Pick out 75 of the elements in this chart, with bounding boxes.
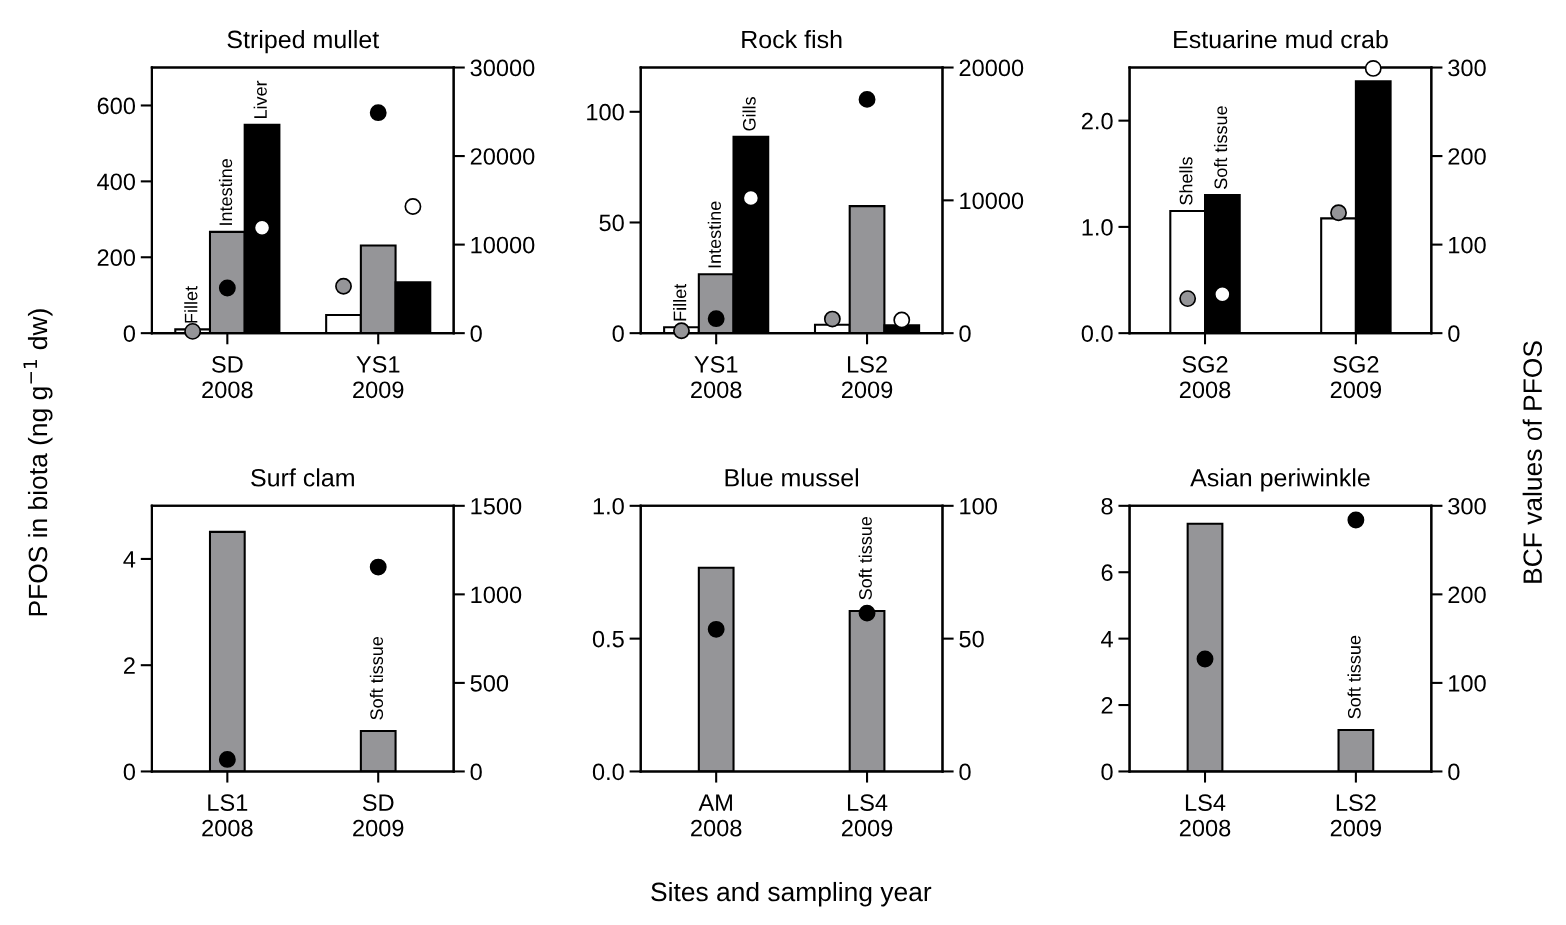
chart-title: Surf clam bbox=[251, 468, 354, 487]
y-tick-label: 1.0 bbox=[593, 497, 624, 515]
x-tick-label: LS2 2009 bbox=[841, 356, 893, 399]
y2-tick-label: 20000 bbox=[470, 148, 535, 165]
y-tick-label: 0.5 bbox=[592, 630, 624, 648]
y-tick-label: 2 bbox=[123, 657, 135, 674]
y-tick-label: 600 bbox=[97, 97, 136, 115]
x-tick-label: SD 2009 bbox=[353, 794, 404, 837]
y-tick-label: 0 bbox=[1101, 763, 1113, 781]
chart-title: Striped mullet bbox=[227, 29, 380, 54]
y-tick-label: 0 bbox=[123, 325, 136, 342]
y2-tick-label: 300 bbox=[1448, 59, 1486, 77]
chart-title: Asian periwinkle bbox=[1190, 468, 1370, 492]
y2-tick-label: 10000 bbox=[960, 192, 1024, 210]
annotation: Soft tissue bbox=[369, 636, 384, 720]
x-tick-label: SD 2008 bbox=[202, 356, 253, 399]
y2-tick-label: 1000 bbox=[471, 586, 522, 604]
y2-tick-label: 200 bbox=[1448, 148, 1486, 165]
x-tick-label: YS1 2009 bbox=[353, 356, 404, 399]
text: Intestine bbox=[218, 159, 233, 225]
y-tick-label: 100 bbox=[587, 103, 624, 121]
x-tick-label: YS1 2008 bbox=[691, 356, 742, 399]
y2-tick-label: 100 bbox=[960, 497, 997, 515]
x-tick-label: LS2 2009 bbox=[1330, 794, 1382, 837]
y2-tick-label: 100 bbox=[1449, 236, 1486, 254]
y2-tick-label: 200 bbox=[1448, 586, 1486, 604]
x-axis-title: Sites and sampling year bbox=[651, 881, 932, 907]
y-tick-label: 6 bbox=[1101, 564, 1113, 582]
y2-tick-label: 20000 bbox=[959, 59, 1024, 77]
text: Shells bbox=[1179, 157, 1193, 205]
y-tick-label: 50 bbox=[599, 214, 624, 232]
y-tick-label: 0 bbox=[612, 325, 624, 342]
chart-title: Rock fish bbox=[742, 29, 842, 49]
text: Soft tissue bbox=[1213, 106, 1228, 189]
y-tick-label: 0 bbox=[123, 763, 136, 781]
x-tick-label: SG2 2008 bbox=[1179, 356, 1231, 399]
y-tick-label: 2.0 bbox=[1081, 112, 1113, 130]
y2-tick-label: 30000 bbox=[470, 59, 535, 77]
y-tick-label: 0.0 bbox=[1081, 325, 1113, 342]
x-tick-label: SG2 2009 bbox=[1330, 356, 1382, 399]
y2-tick-label: 50 bbox=[959, 630, 984, 648]
y2-tick-label: 0 bbox=[959, 763, 971, 781]
y-tick-label: 0.0 bbox=[592, 763, 624, 781]
y-tick-label: 8 bbox=[1101, 497, 1113, 515]
annotation: Soft tissue bbox=[858, 516, 872, 600]
text: Intestine bbox=[707, 201, 722, 268]
y-tick-label: 1.0 bbox=[1082, 218, 1113, 236]
annotation: Soft tissue bbox=[1347, 635, 1361, 719]
text: Gills bbox=[742, 97, 756, 131]
y2-tick-label: 500 bbox=[470, 674, 509, 692]
x-tick-label: LS4 2008 bbox=[1179, 794, 1231, 837]
y2-tick-label: 0 bbox=[959, 325, 971, 342]
y2-tick-label: 100 bbox=[1449, 674, 1486, 692]
x-tick-label: LS1 2008 bbox=[202, 794, 253, 837]
y-tick-label: 2 bbox=[1101, 697, 1113, 714]
y2-axis-title: BCF values of PFOS bbox=[1522, 341, 1542, 583]
chart-title: Estuarine mud crab bbox=[1174, 29, 1388, 49]
text: Fillet bbox=[184, 286, 198, 323]
chart-title: Blue mussel bbox=[725, 468, 859, 487]
y2-tick-label: 0 bbox=[470, 763, 482, 781]
y-axis-title: PFOS in biota (ng g$^{−1}$ dw) bbox=[23, 309, 53, 616]
text: Fillet bbox=[673, 283, 687, 321]
y2-tick-label: 0 bbox=[1448, 763, 1460, 781]
y2-tick-label: 0 bbox=[470, 325, 482, 342]
y2-tick-label: 300 bbox=[1448, 497, 1486, 515]
y-tick-label: 200 bbox=[97, 249, 136, 267]
y2-tick-label: 1500 bbox=[471, 497, 522, 515]
y-tick-label: 4 bbox=[123, 551, 136, 568]
x-tick-label: AM 2008 bbox=[691, 794, 742, 837]
y-tick-label: 400 bbox=[97, 173, 136, 191]
y-tick-label: 4 bbox=[1101, 630, 1113, 648]
x-tick-label: LS4 2009 bbox=[841, 794, 893, 837]
y2-tick-label: 0 bbox=[1448, 325, 1460, 342]
y2-tick-label: 10000 bbox=[471, 236, 535, 254]
text: Liver bbox=[253, 80, 267, 119]
